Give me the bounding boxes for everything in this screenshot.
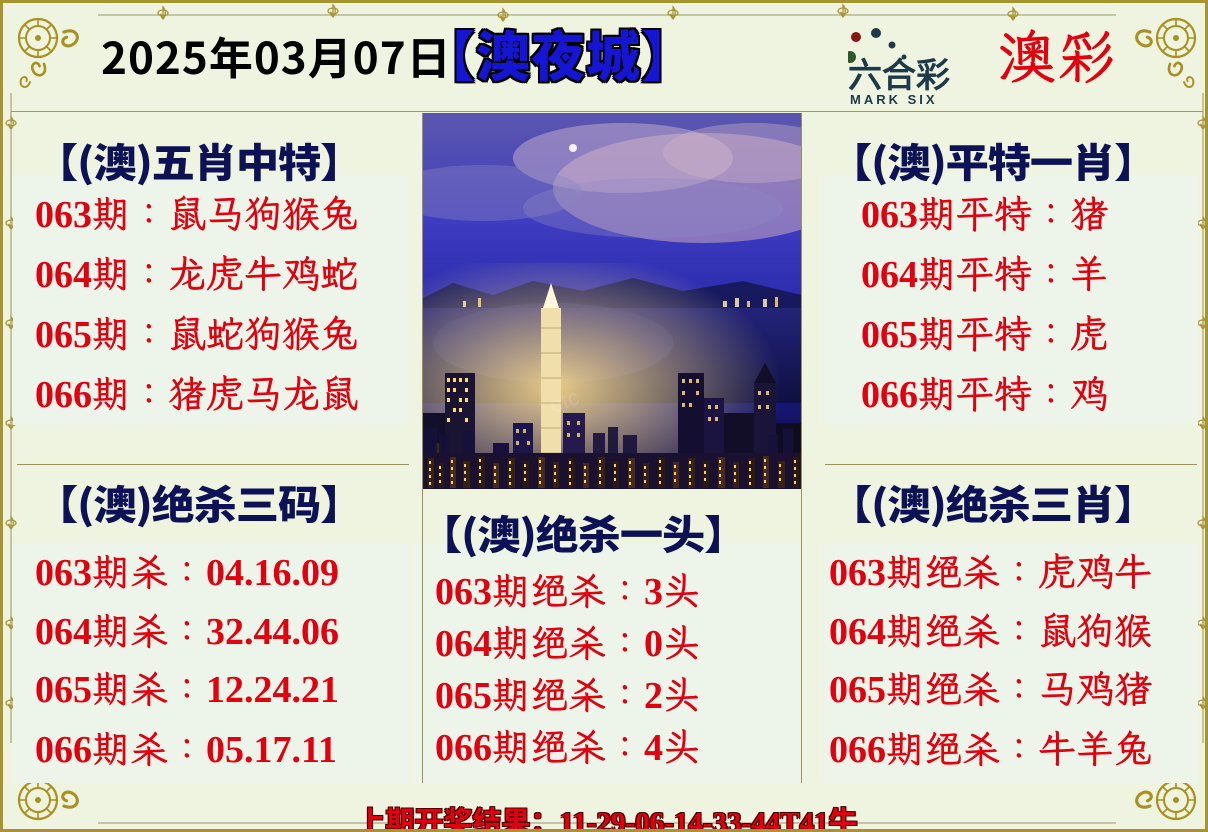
svg-text:六合彩: 六合彩 [848,57,950,95]
